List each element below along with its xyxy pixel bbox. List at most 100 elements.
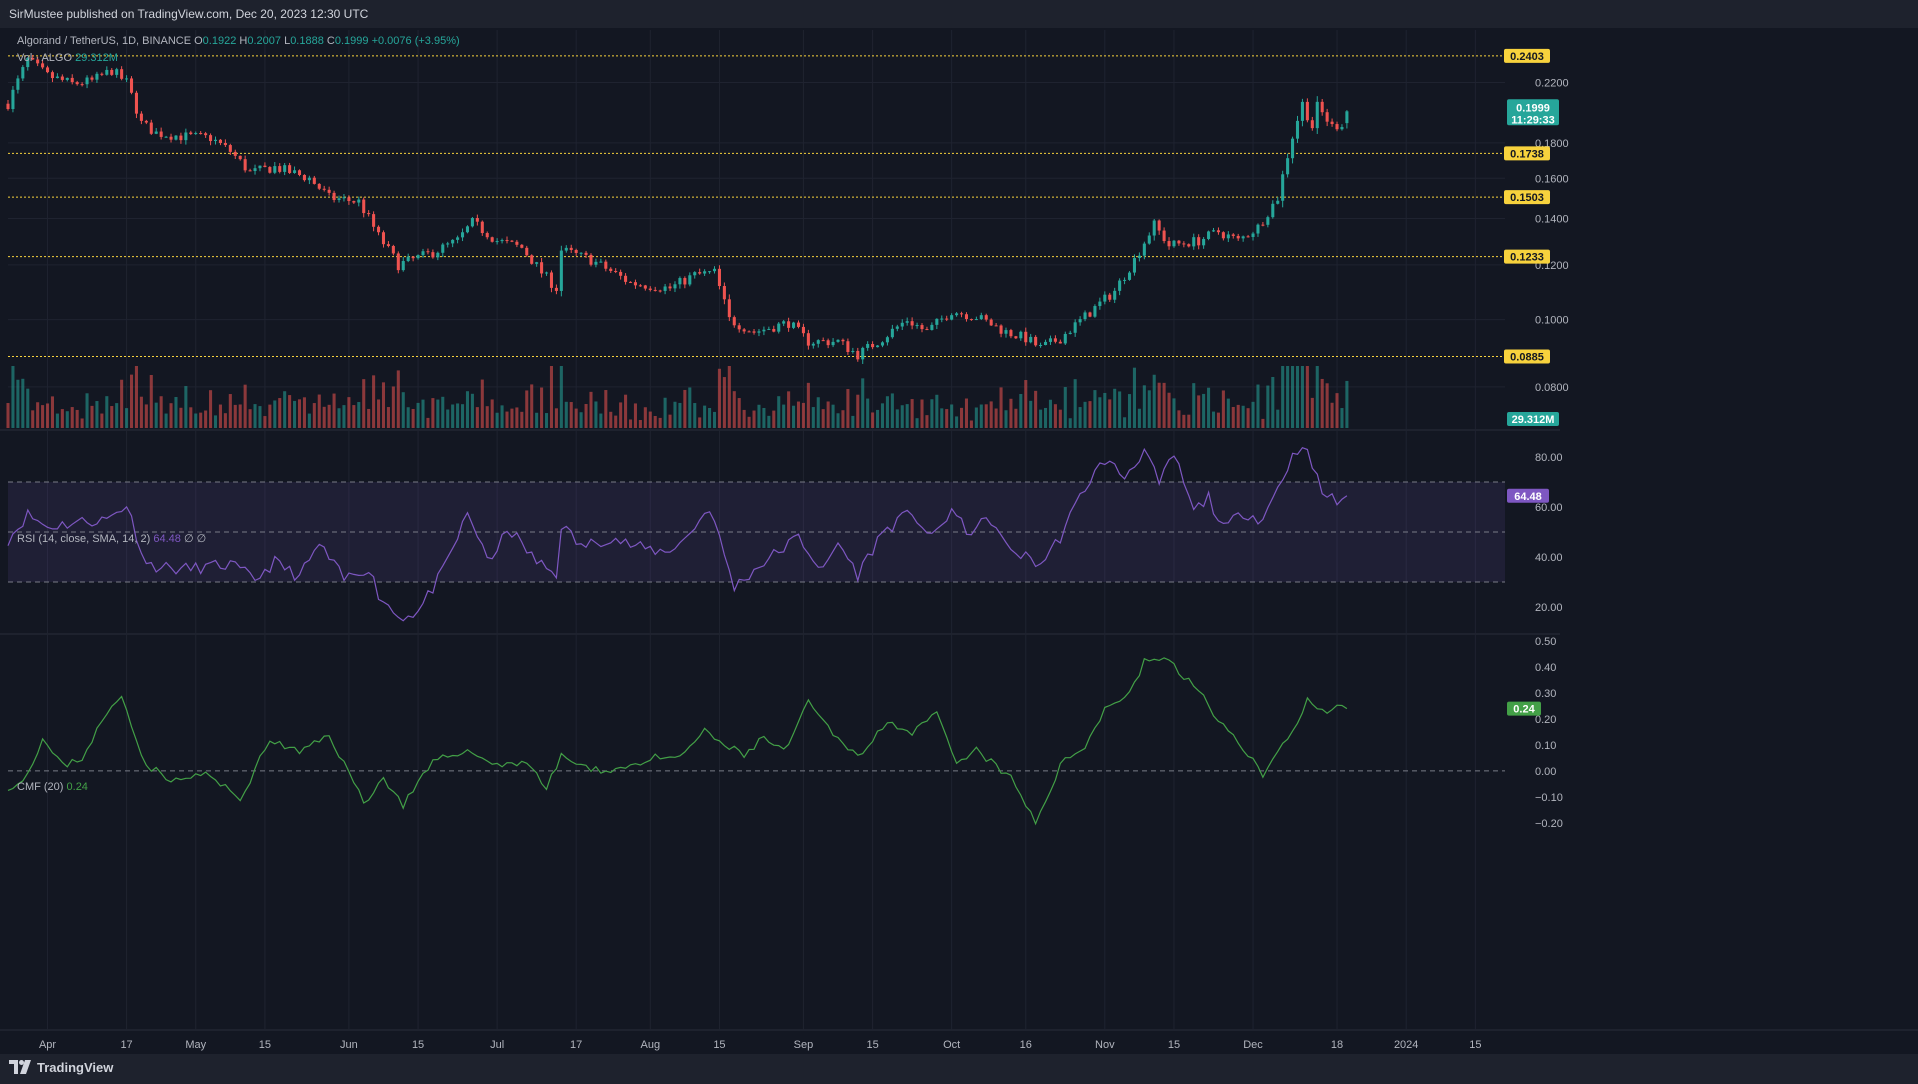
volume-bar xyxy=(1024,380,1028,428)
volume-bar xyxy=(1152,374,1156,428)
volume-bar xyxy=(609,411,613,428)
candle-body xyxy=(1315,101,1319,129)
candle-body xyxy=(787,321,791,328)
candle-body xyxy=(668,286,672,289)
candle-body xyxy=(1177,240,1181,244)
volume-bar xyxy=(792,405,796,428)
candle-body xyxy=(416,255,420,259)
chart-canvas[interactable]: 0.22000.18000.16000.14000.12000.10000.08… xyxy=(0,0,1918,1054)
volume-bar xyxy=(1291,366,1295,428)
change-value: +0.0076 (+3.95%) xyxy=(371,35,460,47)
candle-body xyxy=(821,340,825,342)
volume-bar xyxy=(757,404,761,428)
candle-body xyxy=(115,69,119,75)
volume-bar xyxy=(1226,398,1230,428)
volume-bar xyxy=(322,406,326,428)
candle-body xyxy=(895,326,899,329)
rsi-tick-label: 20.00 xyxy=(1535,602,1563,614)
candle-body xyxy=(846,341,850,352)
volume-bar xyxy=(930,399,934,428)
candle-body xyxy=(673,284,677,289)
candle-body xyxy=(31,57,35,60)
volume-bar xyxy=(1019,394,1023,428)
volume-bar xyxy=(1266,385,1270,428)
volume-bar xyxy=(955,416,959,428)
candle-body xyxy=(1127,272,1132,280)
symbol-name: Algorand / TetherUS, 1D, BINANCE xyxy=(17,35,192,47)
candle-body xyxy=(757,331,761,333)
volume-bar xyxy=(890,393,894,428)
candle-body xyxy=(505,240,509,242)
rsi-legend[interactable]: RSI (14, close, SMA, 14, 2) 64.48 ∅ ∅ xyxy=(17,532,206,545)
candle-body xyxy=(979,315,983,320)
volume-bar xyxy=(490,399,494,428)
volume-bar xyxy=(174,397,178,428)
candle-body xyxy=(880,342,885,346)
candle-body xyxy=(955,313,959,316)
symbol-legend[interactable]: Algorand / TetherUS, 1D, BINANCE O0.1922… xyxy=(17,35,460,47)
candle-body xyxy=(1162,230,1166,242)
volume-bar xyxy=(11,366,15,428)
candle-body xyxy=(1340,127,1344,130)
candle-body xyxy=(263,165,267,168)
candle-body xyxy=(1048,338,1052,342)
candle-body xyxy=(357,199,361,203)
volume-bar xyxy=(643,407,647,428)
candle-body xyxy=(1132,258,1136,273)
volume-bar xyxy=(302,397,306,428)
volume-bar xyxy=(480,379,484,428)
candle-body xyxy=(1063,333,1067,344)
candle-body xyxy=(75,82,79,85)
volume-legend[interactable]: Vol · ALGO 29.312M xyxy=(17,52,118,64)
candle-body xyxy=(1335,124,1339,130)
candle-body xyxy=(312,177,316,184)
price-axis[interactable]: 0.22000.18000.16000.14000.12000.10000.08… xyxy=(1504,48,1569,830)
candle-body xyxy=(717,268,721,287)
candle-body xyxy=(243,159,247,171)
candle-body xyxy=(105,69,109,75)
time-axis[interactable]: Apr 17 May 15 Jun 15 Jul 17 Aug 15 Sep 15 Oct 16 Nov 15… xyxy=(39,1039,1482,1051)
volume-bar xyxy=(737,398,741,428)
volume-bar xyxy=(1004,410,1008,428)
candle-body xyxy=(544,272,549,274)
candle-body xyxy=(209,135,213,142)
volume-bar xyxy=(1216,412,1220,428)
candle-body xyxy=(772,328,776,332)
candle-body xyxy=(935,318,939,325)
volume-bar xyxy=(846,389,850,428)
candle-body xyxy=(554,287,558,291)
volume-bar xyxy=(831,404,835,428)
candle-body xyxy=(426,251,430,253)
candle-body xyxy=(890,328,894,338)
volume-bar xyxy=(1197,395,1201,428)
volume-bar xyxy=(1167,392,1171,428)
candle-body xyxy=(1058,341,1062,344)
candle-body xyxy=(525,247,529,256)
candle-body xyxy=(1103,294,1107,302)
candle-body xyxy=(1276,200,1280,204)
volume-bar xyxy=(1053,404,1057,428)
volume-bar xyxy=(125,408,129,428)
volume-bar xyxy=(500,405,504,428)
time-tick-label: 15 xyxy=(866,1039,878,1051)
candle-body xyxy=(1261,224,1265,226)
volume-bar xyxy=(767,415,771,428)
volume-bar xyxy=(505,411,509,428)
candle-body xyxy=(722,286,726,300)
candle-body xyxy=(851,350,855,352)
candle-body xyxy=(792,322,796,328)
volume-bar xyxy=(149,375,153,428)
candle-body xyxy=(1271,203,1275,218)
candle-body xyxy=(915,325,919,327)
tradingview-logo[interactable]: TradingView xyxy=(9,1060,113,1075)
candle-body xyxy=(535,262,539,264)
time-tick-label: Sep xyxy=(794,1039,814,1051)
volume-badge-label: 29.312M xyxy=(1512,414,1555,426)
candle-body xyxy=(594,261,598,265)
cmf-legend[interactable]: CMF (20) 0.24 xyxy=(17,781,88,793)
candle-body xyxy=(169,136,173,140)
volume-bar xyxy=(1286,366,1290,428)
time-tick-label: Oct xyxy=(943,1039,960,1051)
candle-body xyxy=(293,170,297,173)
volume-bar xyxy=(638,420,642,428)
